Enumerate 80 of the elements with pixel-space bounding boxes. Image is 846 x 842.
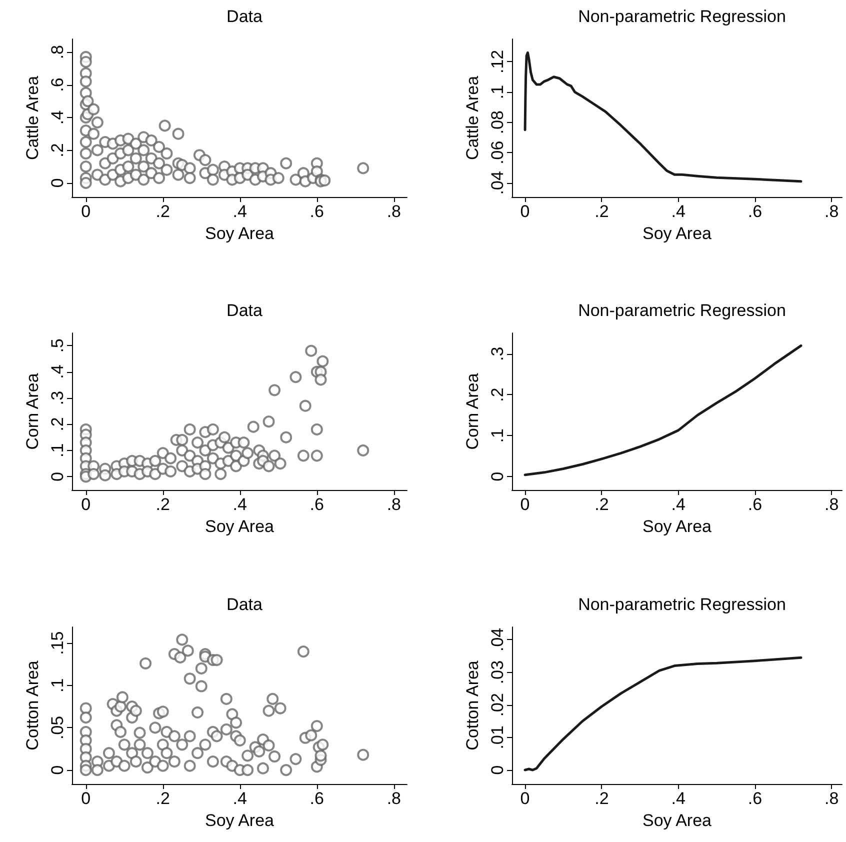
y-tick-label: .01 bbox=[488, 726, 507, 750]
x-tick-label: .2 bbox=[594, 789, 609, 808]
y-tick-label: .4 bbox=[48, 110, 67, 125]
chart-title: Data bbox=[226, 595, 263, 614]
x-tick-label: .2 bbox=[594, 495, 609, 514]
line-series bbox=[524, 51, 802, 183]
x-tick-label: .6 bbox=[310, 202, 324, 221]
y-tick-label: 0 bbox=[488, 765, 507, 775]
x-tick-label: .6 bbox=[748, 789, 762, 808]
x-tick-label: .6 bbox=[310, 495, 324, 514]
x-tick-label: 0 bbox=[81, 202, 91, 221]
x-tick-label: .4 bbox=[671, 495, 686, 514]
chart-title: Data bbox=[226, 7, 263, 26]
x-tick-label: .2 bbox=[156, 202, 170, 221]
x-axis-title: Soy Area bbox=[205, 517, 275, 536]
y-axis-title: Corn Area bbox=[23, 372, 42, 450]
y-tick-label: .4 bbox=[48, 364, 67, 379]
y-tick-label: .02 bbox=[488, 693, 507, 717]
x-axis-title: Soy Area bbox=[642, 224, 712, 243]
y-tick-label: .1 bbox=[488, 428, 507, 443]
x-tick-label: .4 bbox=[232, 789, 247, 808]
y-tick-label: .12 bbox=[488, 50, 507, 74]
x-tick-label: .4 bbox=[671, 789, 686, 808]
chart-title: Non-parametric Regression bbox=[578, 595, 786, 614]
x-tick-label: .2 bbox=[594, 202, 609, 221]
y-tick-label: .3 bbox=[48, 390, 67, 406]
y-tick-label: .06 bbox=[488, 140, 507, 164]
y-tick-label: .2 bbox=[48, 143, 67, 158]
x-axis-title: Soy Area bbox=[205, 224, 275, 243]
x-tick-label: .4 bbox=[232, 495, 247, 514]
y-axis-title: Cotton Area bbox=[23, 660, 42, 750]
x-tick-label: .8 bbox=[824, 495, 839, 514]
y-tick-label: 0 bbox=[48, 765, 67, 775]
x-tick-label: .4 bbox=[232, 202, 247, 221]
chart-title: Data bbox=[226, 301, 263, 320]
y-tick-label: 0 bbox=[488, 472, 507, 482]
x-tick-label: .8 bbox=[824, 789, 839, 808]
line-series bbox=[524, 344, 802, 476]
y-tick-label: .08 bbox=[488, 110, 507, 134]
line-series bbox=[524, 656, 802, 772]
y-tick-label: .8 bbox=[48, 44, 67, 60]
y-tick-label: .03 bbox=[488, 660, 507, 684]
x-tick-label: .2 bbox=[156, 789, 170, 808]
y-axis-title: Cattle Area bbox=[23, 75, 42, 160]
y-tick-label: .1 bbox=[48, 678, 67, 692]
x-axis-title: Soy Area bbox=[205, 811, 275, 830]
y-tick-label: .1 bbox=[488, 84, 507, 100]
x-tick-label: 0 bbox=[520, 202, 530, 221]
x-tick-label: .4 bbox=[671, 202, 686, 221]
x-tick-label: .8 bbox=[386, 495, 401, 514]
y-tick-label: .15 bbox=[48, 631, 67, 655]
x-tick-label: .6 bbox=[748, 495, 762, 514]
y-tick-label: .04 bbox=[488, 628, 507, 652]
x-tick-label: .8 bbox=[824, 202, 839, 221]
y-tick-label: .5 bbox=[48, 338, 67, 353]
x-tick-label: 0 bbox=[520, 789, 530, 808]
chart-title: Non-parametric Regression bbox=[578, 301, 786, 320]
y-tick-label: .05 bbox=[48, 716, 67, 740]
x-axis-title: Soy Area bbox=[642, 517, 712, 536]
chart-title: Non-parametric Regression bbox=[578, 7, 786, 26]
x-axis-title: Soy Area bbox=[642, 811, 712, 830]
y-tick-label: .1 bbox=[48, 443, 67, 458]
x-tick-label: .6 bbox=[310, 789, 324, 808]
y-tick-label: 0 bbox=[48, 472, 67, 482]
x-tick-label: 0 bbox=[81, 495, 91, 514]
y-tick-label: .2 bbox=[488, 388, 507, 402]
x-tick-label: .8 bbox=[386, 202, 401, 221]
y-tick-label: .6 bbox=[48, 78, 67, 92]
y-axis-title: Cotton Area bbox=[463, 660, 482, 750]
y-tick-label: .3 bbox=[488, 346, 507, 361]
x-tick-label: 0 bbox=[520, 495, 530, 514]
y-axis-title: Corn Area bbox=[463, 372, 482, 450]
x-tick-label: 0 bbox=[81, 789, 91, 808]
y-tick-label: .04 bbox=[488, 171, 507, 195]
x-tick-label: .2 bbox=[156, 495, 170, 514]
y-tick-label: .2 bbox=[48, 417, 67, 432]
x-tick-label: .6 bbox=[748, 202, 762, 221]
y-tick-label: 0 bbox=[48, 178, 67, 188]
y-axis-title: Cattle Area bbox=[463, 75, 482, 160]
x-tick-label: .8 bbox=[386, 789, 401, 808]
